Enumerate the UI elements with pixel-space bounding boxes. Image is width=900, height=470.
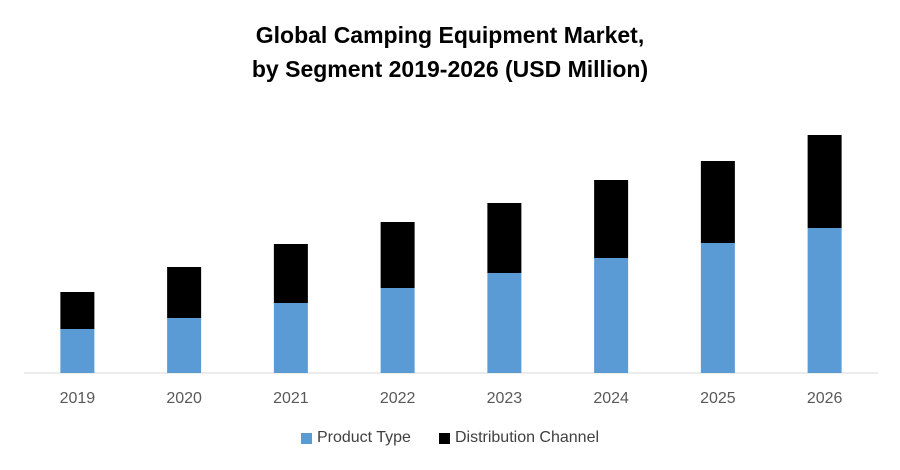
bar-product-type-2026 [807,228,842,373]
bar-product-type-2024 [594,258,629,373]
bar-distribution-channel-2023 [487,203,522,273]
bar-distribution-channel-2022 [380,222,415,288]
bar-distribution-channel-2025 [700,161,735,243]
x-tick-label: 2022 [380,390,416,407]
x-tick-label: 2021 [273,390,309,407]
x-tick-label: 2020 [166,390,202,407]
bar-distribution-channel-2019 [60,292,95,329]
legend-item-distribution-channel[interactable]: Distribution Channel [438,429,600,447]
bar-product-type-2023 [487,273,522,373]
legend: Product Type Distribution Channel [0,429,900,447]
bar-product-type-2019 [60,329,95,373]
bar-product-type-2021 [273,303,308,373]
bar-product-type-2025 [700,243,735,373]
bar-distribution-channel-2021 [273,244,308,303]
legend-swatch [300,432,312,444]
x-tick-label: 2019 [60,390,96,407]
bar-distribution-channel-2024 [594,180,629,258]
chart-subtitle: by Segment 2019-2026 (USD Million) [251,56,649,82]
x-tick-label: 2026 [807,390,843,407]
bar-product-type-2020 [167,318,202,373]
bar-product-type-2022 [380,288,415,373]
legend-label: Product Type [316,429,411,446]
x-tick-label: 2024 [593,390,629,407]
bar-distribution-channel-2026 [807,135,842,228]
chart-title: Global Camping Equipment Market, [255,22,645,48]
legend-swatch [438,432,450,444]
legend-item-product-type[interactable]: Product Type [300,429,411,447]
bar-distribution-channel-2020 [167,267,202,318]
legend-label: Distribution Channel [454,429,600,446]
x-tick-label: 2023 [487,390,523,407]
x-tick-label: 2025 [700,390,736,407]
